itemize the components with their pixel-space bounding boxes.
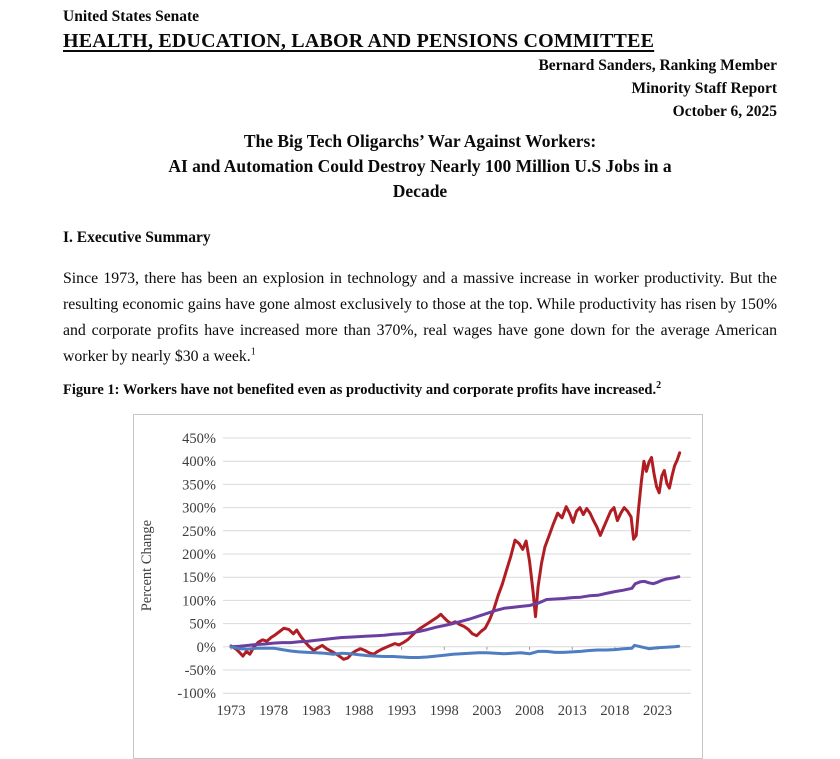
y-axis-tick-label: -100% bbox=[177, 686, 216, 702]
byline-ranking-member: Bernard Sanders, Ranking Member bbox=[538, 57, 777, 74]
y-axis-tick-label: 400% bbox=[182, 454, 216, 470]
series-line-productivity bbox=[229, 575, 681, 649]
org-line: United States Senate bbox=[63, 8, 200, 25]
report-title-line-1: The Big Tech Oligarchs’ War Against Work… bbox=[243, 131, 597, 151]
y-axis-tick-label: 200% bbox=[182, 547, 216, 563]
x-axis-tick-label: 2013 bbox=[558, 703, 587, 719]
byline-block: Bernard Sanders, Ranking Member Minority… bbox=[63, 54, 777, 123]
footnote-ref-1: 1 bbox=[250, 346, 256, 358]
series-line-corporate-profits bbox=[229, 451, 682, 661]
x-axis-tick-label: 1993 bbox=[387, 703, 416, 719]
x-axis-tick-label: 2008 bbox=[515, 703, 544, 719]
byline-date: October 6, 2025 bbox=[672, 103, 777, 120]
y-axis-tick-label: 100% bbox=[182, 593, 216, 609]
report-title-line-2: AI and Automation Could Destroy Nearly 1… bbox=[168, 156, 672, 176]
figure-caption-text: Figure 1: Workers have not benefited eve… bbox=[63, 382, 657, 398]
x-axis-tick-label: 1978 bbox=[259, 703, 288, 719]
report-title: The Big Tech Oligarchs’ War Against Work… bbox=[63, 129, 777, 204]
figure-1-chart-svg: 450% 400% 350% 300% 250% 200% 150% 100% 50% 0% -50… bbox=[139, 431, 691, 719]
figure-1-caption: Figure 1: Workers have not benefited eve… bbox=[63, 380, 777, 400]
x-axis-tick-label: 1983 bbox=[302, 703, 331, 719]
y-axis-tick-label: 250% bbox=[182, 524, 216, 540]
executive-summary-paragraph: Since 1973, there has been an explosion … bbox=[63, 266, 777, 370]
report-title-line-3: Decade bbox=[392, 181, 448, 201]
section-heading-executive-summary: I. Executive Summary bbox=[63, 229, 211, 246]
x-axis-tick-label: 2003 bbox=[472, 703, 501, 719]
footnote-ref-2: 2 bbox=[656, 380, 662, 392]
y-axis-tick-label: 150% bbox=[182, 570, 216, 586]
byline-report-type: Minority Staff Report bbox=[631, 80, 778, 97]
x-axis-tick-label: 1973 bbox=[217, 703, 246, 719]
y-axis-tick-label: 350% bbox=[182, 477, 216, 493]
x-axis-tick-label: 1988 bbox=[344, 703, 373, 719]
x-axis-tick-label: 2023 bbox=[643, 703, 672, 719]
y-axis-tick-label: -50% bbox=[185, 663, 216, 679]
y-axis-tick-label: 50% bbox=[189, 617, 216, 633]
paragraph-text: Since 1973, there has been an explosion … bbox=[63, 270, 777, 365]
series-line-real-wages bbox=[229, 643, 681, 659]
figure-1-chart: 450% 400% 350% 300% 250% 200% 150% 100% 50% 0% -50… bbox=[133, 414, 703, 759]
y-axis-title: Percent Change bbox=[139, 520, 155, 611]
x-axis-tick-label: 1998 bbox=[430, 703, 459, 719]
x-axis-tick-label: 2018 bbox=[600, 703, 629, 719]
y-axis-tick-label: 300% bbox=[182, 501, 216, 517]
committee-heading: HEALTH, EDUCATION, LABOR AND PENSIONS CO… bbox=[63, 30, 655, 52]
y-axis-tick-label: 0% bbox=[197, 640, 216, 656]
y-axis-tick-label: 450% bbox=[182, 431, 216, 447]
